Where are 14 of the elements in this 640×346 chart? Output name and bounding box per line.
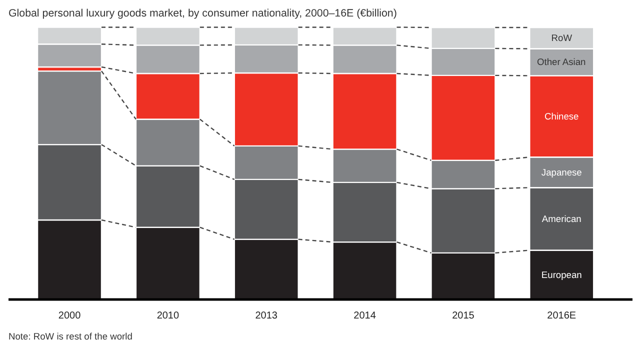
series-label: American — [542, 214, 582, 224]
x-tick-label: 2014 — [354, 310, 376, 322]
x-tick-label: 2010 — [156, 310, 180, 322]
chart-title: Global personal luxury goods market, by consumer nationality, 2000–16E (€billion) — [8, 8, 397, 20]
series-label: Chinese — [544, 111, 579, 122]
x-tick-label: 2015 — [452, 310, 475, 322]
series-label: RoW — [551, 33, 572, 44]
x-tick-label: 2016E — [547, 310, 576, 322]
text: Note: RoW is rest of the world — [8, 332, 132, 342]
series-label: Japanese — [541, 167, 582, 178]
x-tick-label: 2013 — [255, 310, 278, 322]
x-tick-label: 2000 — [58, 310, 82, 322]
series-label: Other Asian — [537, 57, 586, 68]
series-label: European — [541, 270, 582, 280]
